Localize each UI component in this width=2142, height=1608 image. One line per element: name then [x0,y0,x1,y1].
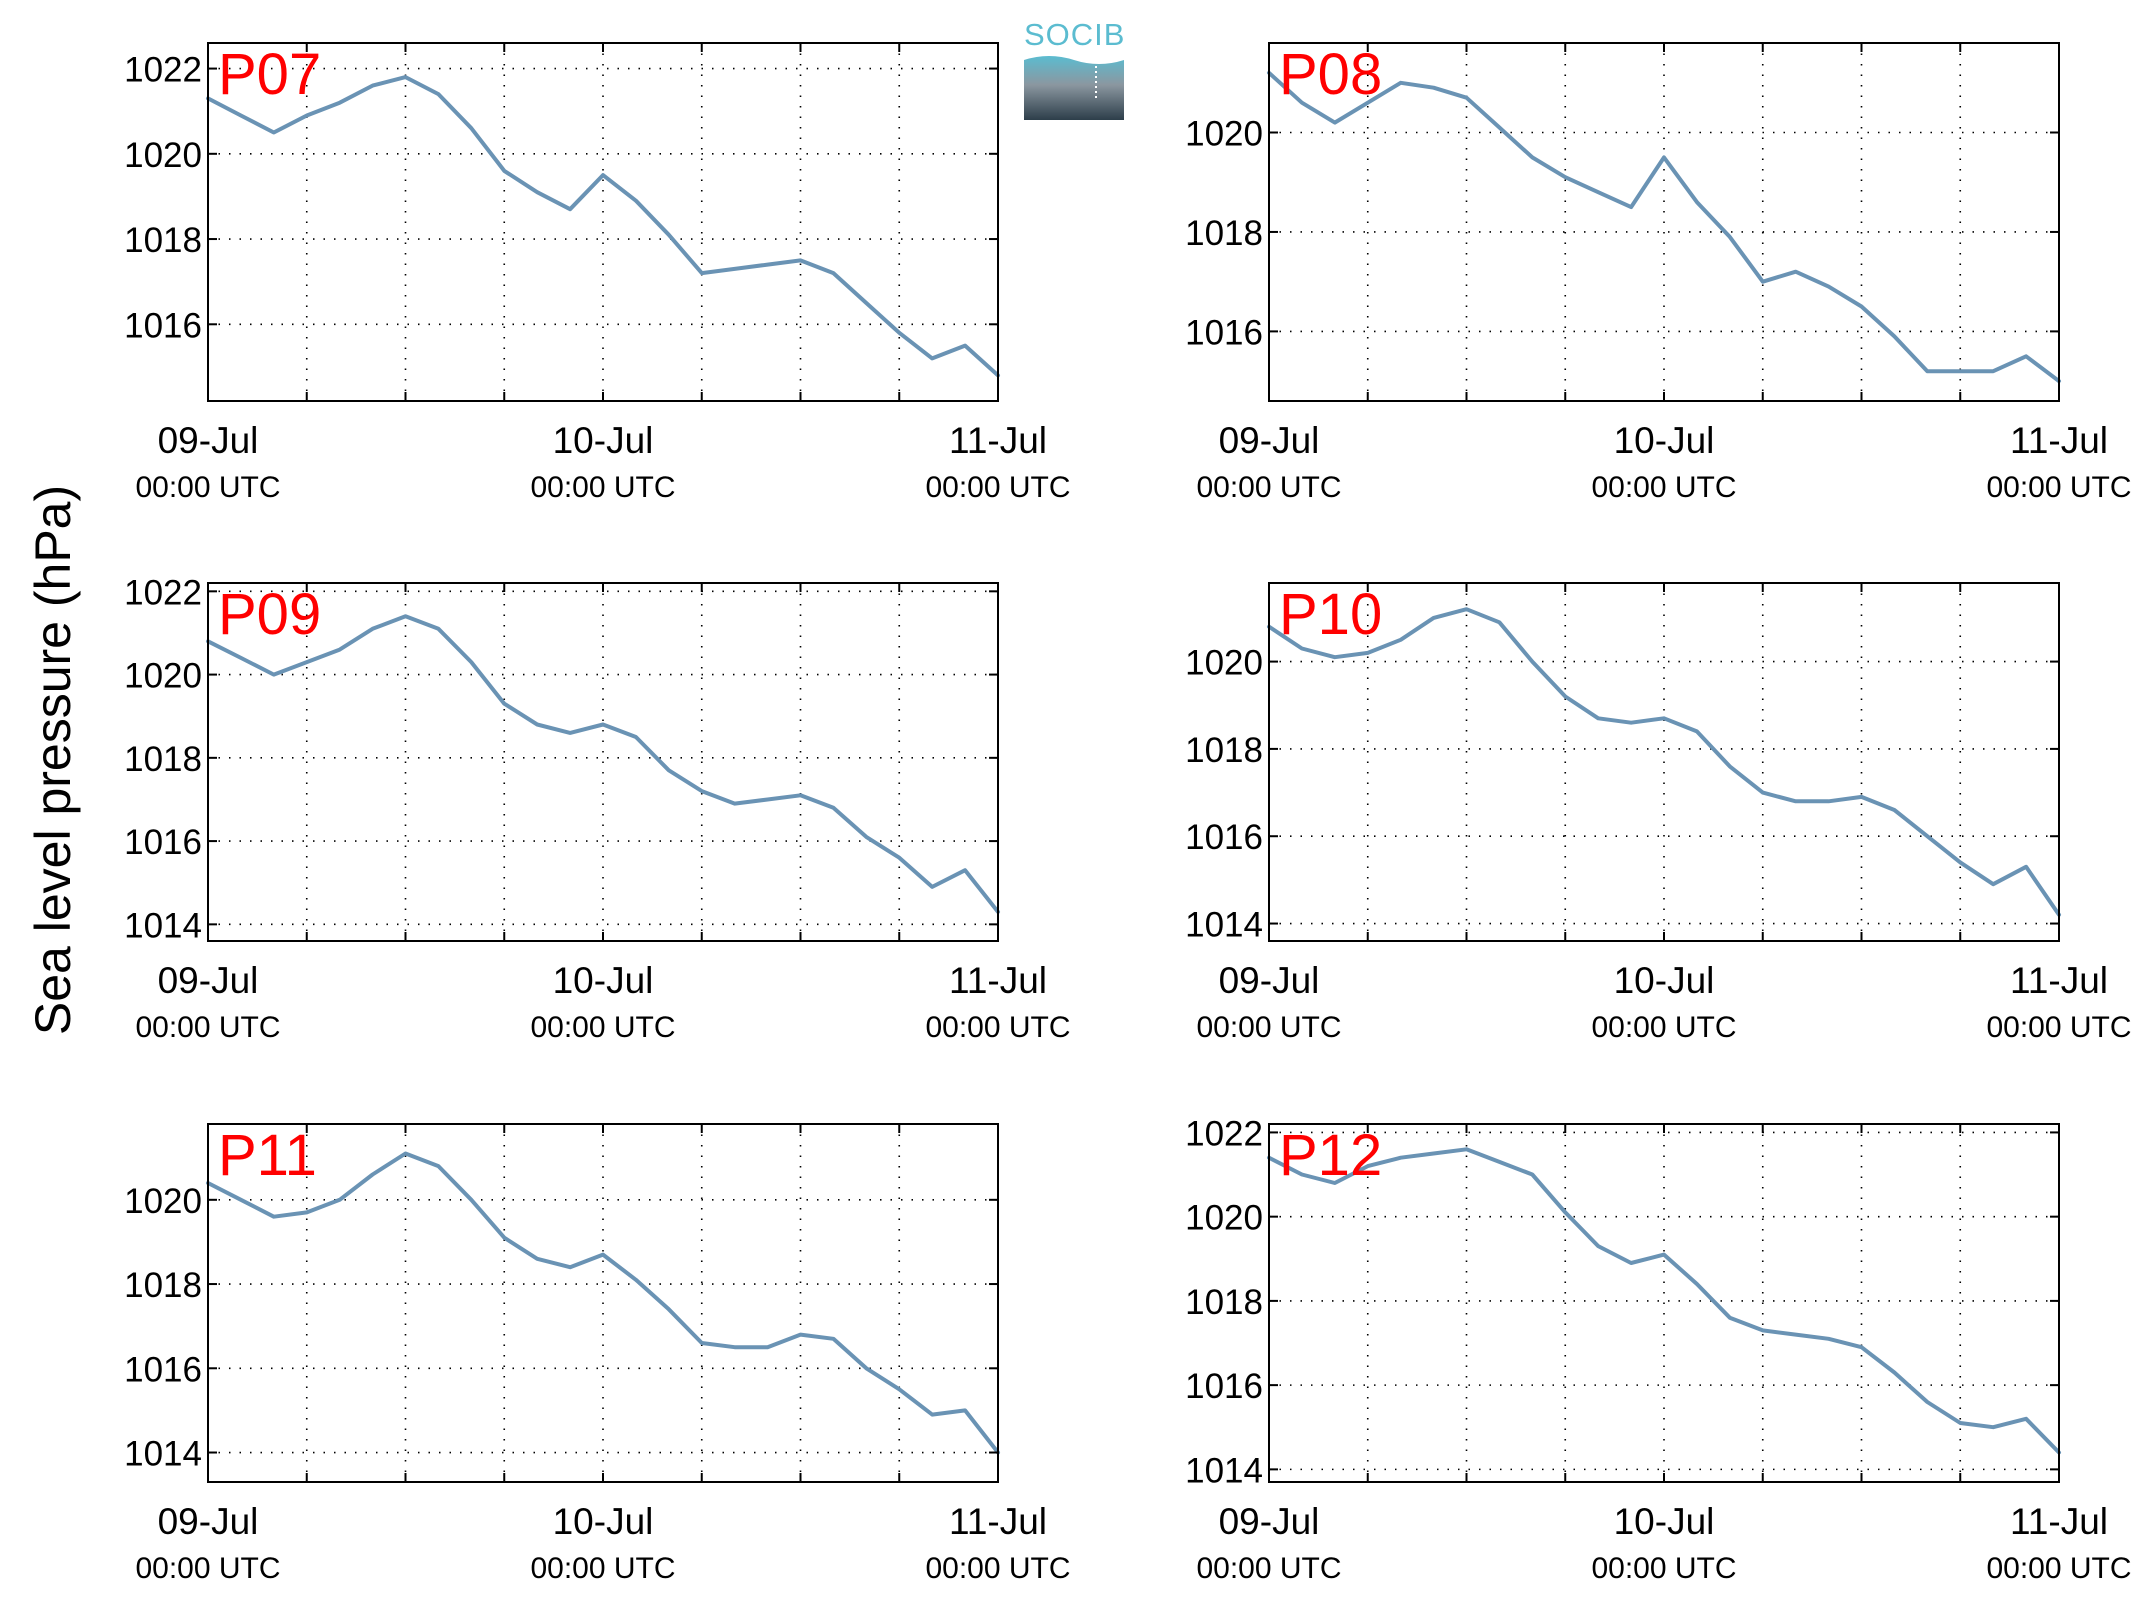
x-tick-time-label: 00:00 UTC [1986,1552,2131,1585]
y-tick-label: 1018 [124,1266,202,1305]
x-tick-time-label: 00:00 UTC [1196,1552,1341,1585]
y-tick-label: 1020 [124,1182,202,1221]
series-line-p09 [206,614,1000,914]
panel-title: P12 [1279,1123,1382,1188]
x-tick-time-label: 00:00 UTC [925,471,1070,504]
panels: 1016 1018 1020 1022 09-Jul 00:00 UTC 10-Jul 00:… [124,42,2132,1585]
socib-logo-text: SOCIB [1024,17,1126,52]
x-tick-label: 09-Jul [1219,960,1320,1001]
y-tick-label: 1014 [124,906,202,945]
y-tick-label: 1022 [1185,1114,1263,1153]
y-tick-label: 1020 [124,136,202,175]
series-line-p11 [206,1151,1000,1455]
x-tick-time-label: 00:00 UTC [135,1011,280,1044]
x-tick-time-label: 00:00 UTC [135,1552,280,1585]
x-tick-label: 10-Jul [553,1501,654,1542]
y-tick-label: 1014 [1185,906,1263,945]
y-tick-label: 1016 [1185,818,1263,857]
x-tick-label: 10-Jul [553,420,654,461]
panel-title: P07 [218,42,321,107]
x-tick-time-label: 00:00 UTC [925,1011,1070,1044]
y-tick-label: 1016 [1185,1367,1263,1406]
y-tick-label: 1016 [124,1350,202,1389]
panel-title: P09 [218,582,321,647]
x-tick-label: 11-Jul [2010,960,2108,1001]
panel-p11: 1014 1016 1018 1020 09-Jul 00:00 UTC 10-Jul 00:… [124,1123,1071,1585]
x-tick-time-label: 00:00 UTC [530,1552,675,1585]
y-tick-label: 1016 [124,306,202,345]
x-tick-time-label: 00:00 UTC [1591,1011,1736,1044]
panel-p12: 1014 1016 1018 1020 1022 09-Jul 00:00 UTC 10-Ju… [1185,1114,2131,1585]
series-line-p10 [1267,607,2061,917]
y-tick-label: 1020 [124,657,202,696]
y-tick-label: 1020 [1185,115,1263,154]
x-tick-label: 11-Jul [2010,420,2108,461]
y-tick-label: 1022 [124,51,202,90]
x-tick-label: 11-Jul [2010,1501,2108,1542]
x-tick-label: 09-Jul [1219,420,1320,461]
y-tick-label: 1016 [1185,313,1263,352]
series-line-p08 [1267,70,2061,384]
y-tick-label: 1020 [1185,1199,1263,1238]
socib-logo-mark [1024,56,1124,120]
y-axis-label: Sea level pressure (hPa) [25,485,81,1035]
x-tick-label: 10-Jul [1614,420,1715,461]
x-tick-time-label: 00:00 UTC [1591,471,1736,504]
panel-p08: 1016 1018 1020 09-Jul 00:00 UTC 10-Jul 00:00 U… [1185,42,2132,504]
panel-title: P08 [1279,42,1382,107]
x-tick-label: 09-Jul [158,1501,259,1542]
x-tick-time-label: 00:00 UTC [1986,1011,2131,1044]
series-line-p12 [1267,1147,2061,1455]
y-tick-label: 1014 [124,1435,202,1474]
x-tick-time-label: 00:00 UTC [1196,471,1341,504]
y-tick-label: 1022 [124,573,202,612]
x-tick-label: 10-Jul [553,960,654,1001]
x-tick-time-label: 00:00 UTC [1196,1011,1341,1044]
y-tick-label: 1018 [124,221,202,260]
x-tick-label: 10-Jul [1614,960,1715,1001]
x-tick-time-label: 00:00 UTC [1986,471,2131,504]
y-tick-label: 1018 [124,740,202,779]
y-tick-label: 1018 [1185,1283,1263,1322]
x-tick-time-label: 00:00 UTC [1591,1552,1736,1585]
series-line-p07 [206,75,1000,378]
panel-p07: 1016 1018 1020 1022 09-Jul 00:00 UTC 10-Jul 00:… [124,42,1071,504]
x-tick-label: 11-Jul [949,960,1047,1001]
panel-p09: 1014 1016 1018 1020 1022 09-Jul 00:00 UTC 10-Ju… [124,573,1070,1044]
x-tick-time-label: 00:00 UTC [530,471,675,504]
x-tick-label: 10-Jul [1614,1501,1715,1542]
panel-title: P11 [218,1123,317,1188]
x-tick-label: 11-Jul [949,1501,1047,1542]
socib-logo: SOCIB [1024,18,1124,120]
x-tick-label: 09-Jul [158,420,259,461]
x-tick-label: 11-Jul [949,420,1047,461]
y-tick-label: 1016 [124,823,202,862]
x-tick-label: 09-Jul [1219,1501,1320,1542]
panel-title: P10 [1279,582,1382,647]
y-tick-label: 1018 [1185,214,1263,253]
y-tick-label: 1014 [1185,1451,1263,1490]
x-tick-time-label: 00:00 UTC [530,1011,675,1044]
y-tick-label: 1018 [1185,731,1263,770]
x-tick-time-label: 00:00 UTC [925,1552,1070,1585]
x-tick-time-label: 00:00 UTC [135,471,280,504]
y-tick-label: 1020 [1185,644,1263,683]
panel-p10: 1014 1016 1018 1020 09-Jul 00:00 UTC 10-Jul 00:… [1185,582,2132,1044]
x-tick-label: 09-Jul [158,960,259,1001]
